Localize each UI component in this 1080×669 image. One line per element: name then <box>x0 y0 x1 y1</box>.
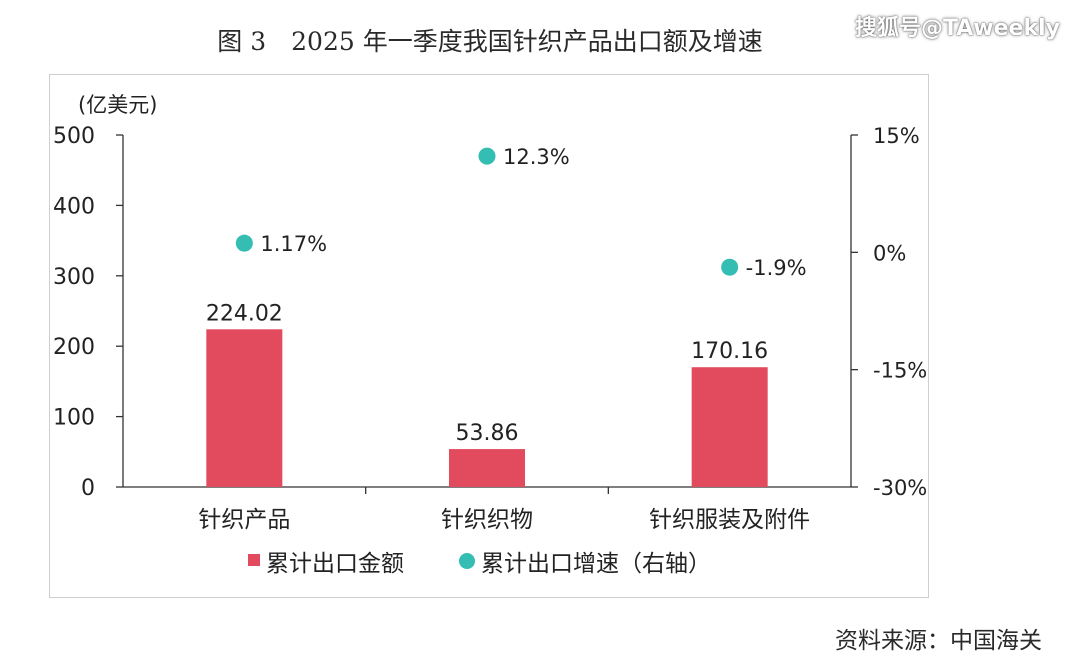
left-axis-tick-label: 200 <box>53 335 95 360</box>
bar-value-label: 53.86 <box>456 421 519 446</box>
left-axis-tick-label: 0 <box>81 476 95 501</box>
growth-point-1 <box>235 234 253 252</box>
growth-point-label: 12.3% <box>503 145 570 169</box>
source-note: 资料来源：中国海关 <box>835 628 1042 654</box>
left-axis-tick-label: 500 <box>53 124 95 149</box>
left-axis-unit-label: (亿美元) <box>78 93 157 117</box>
right-axis-tick-label: 0% <box>873 241 906 265</box>
legend-dot-label: 累计出口增速（右轴） <box>481 551 711 577</box>
right-axis-tick-label: 15% <box>873 124 920 148</box>
growth-point-label: 1.17% <box>260 232 327 256</box>
bar-3 <box>691 367 768 487</box>
legend-bar-label: 累计出口金额 <box>266 551 404 577</box>
x-axis-category-label: 针织织物 <box>441 507 533 533</box>
chart-title: 图 3 2025 年一季度我国针织产品出口额及增速 <box>217 27 763 56</box>
x-axis-category-label: 针织产品 <box>198 507 290 533</box>
right-axis-tick-label: -30% <box>873 476 927 500</box>
bar-1 <box>206 329 283 487</box>
right-axis-tick-label: -15% <box>873 359 927 383</box>
growth-point-2 <box>478 147 496 165</box>
labels-group: 224.02 53.86 170.16 1.17% 12.3% -1.9% <box>206 145 807 446</box>
bars-group <box>206 329 768 487</box>
watermark-text: 搜狐号@TAweekly <box>854 16 1060 41</box>
growth-point-3 <box>721 258 739 276</box>
left-axis-tick-label: 300 <box>53 265 95 290</box>
bar-2 <box>449 449 525 487</box>
left-axis-tick-label: 100 <box>53 406 95 431</box>
dots-group <box>235 147 739 276</box>
growth-point-label: -1.9% <box>746 256 807 280</box>
legend-group: 累计出口金额 累计出口增速（右轴） <box>248 551 711 577</box>
bar-value-label: 170.16 <box>691 339 768 364</box>
legend-bar-swatch <box>248 554 260 566</box>
left-axis-tick-label: 400 <box>53 194 95 219</box>
legend-dot-swatch <box>459 553 475 569</box>
chart-frame <box>49 74 929 598</box>
x-axis-category-label: 针织服装及附件 <box>649 507 810 533</box>
bar-value-label: 224.02 <box>206 301 283 326</box>
